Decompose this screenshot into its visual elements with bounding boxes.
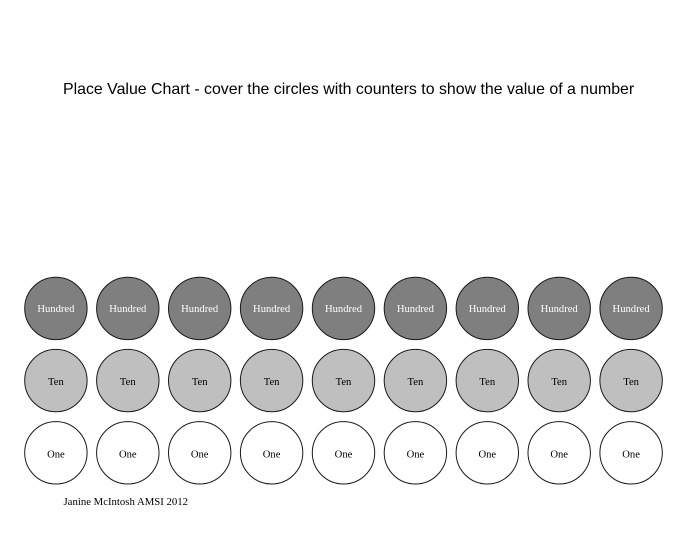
svg-text:Ten: Ten xyxy=(623,377,639,388)
svg-text:Ten: Ten xyxy=(48,377,64,388)
svg-text:One: One xyxy=(191,449,209,460)
svg-text:One: One xyxy=(47,449,65,460)
svg-text:One: One xyxy=(407,449,425,460)
svg-text:Hundred: Hundred xyxy=(181,304,219,315)
svg-text:Ten: Ten xyxy=(264,377,280,388)
svg-text:Hundred: Hundred xyxy=(613,304,651,315)
svg-text:Hundred: Hundred xyxy=(37,304,75,315)
svg-text:One: One xyxy=(263,449,281,460)
svg-text:Hundred: Hundred xyxy=(397,304,435,315)
svg-text:One: One xyxy=(335,449,353,460)
svg-text:Hundred: Hundred xyxy=(541,304,579,315)
svg-text:One: One xyxy=(119,449,137,460)
svg-text:Ten: Ten xyxy=(120,377,136,388)
svg-text:Hundred: Hundred xyxy=(469,304,507,315)
svg-text:Hundred: Hundred xyxy=(253,304,291,315)
svg-text:One: One xyxy=(550,449,568,460)
svg-text:Hundred: Hundred xyxy=(109,304,147,315)
svg-text:Ten: Ten xyxy=(192,377,208,388)
svg-text:One: One xyxy=(622,449,640,460)
svg-text:Hundred: Hundred xyxy=(325,304,363,315)
svg-text:Ten: Ten xyxy=(551,377,567,388)
svg-text:Ten: Ten xyxy=(479,377,495,388)
svg-text:Ten: Ten xyxy=(408,377,424,388)
svg-text:One: One xyxy=(478,449,496,460)
svg-text:Ten: Ten xyxy=(336,377,352,388)
